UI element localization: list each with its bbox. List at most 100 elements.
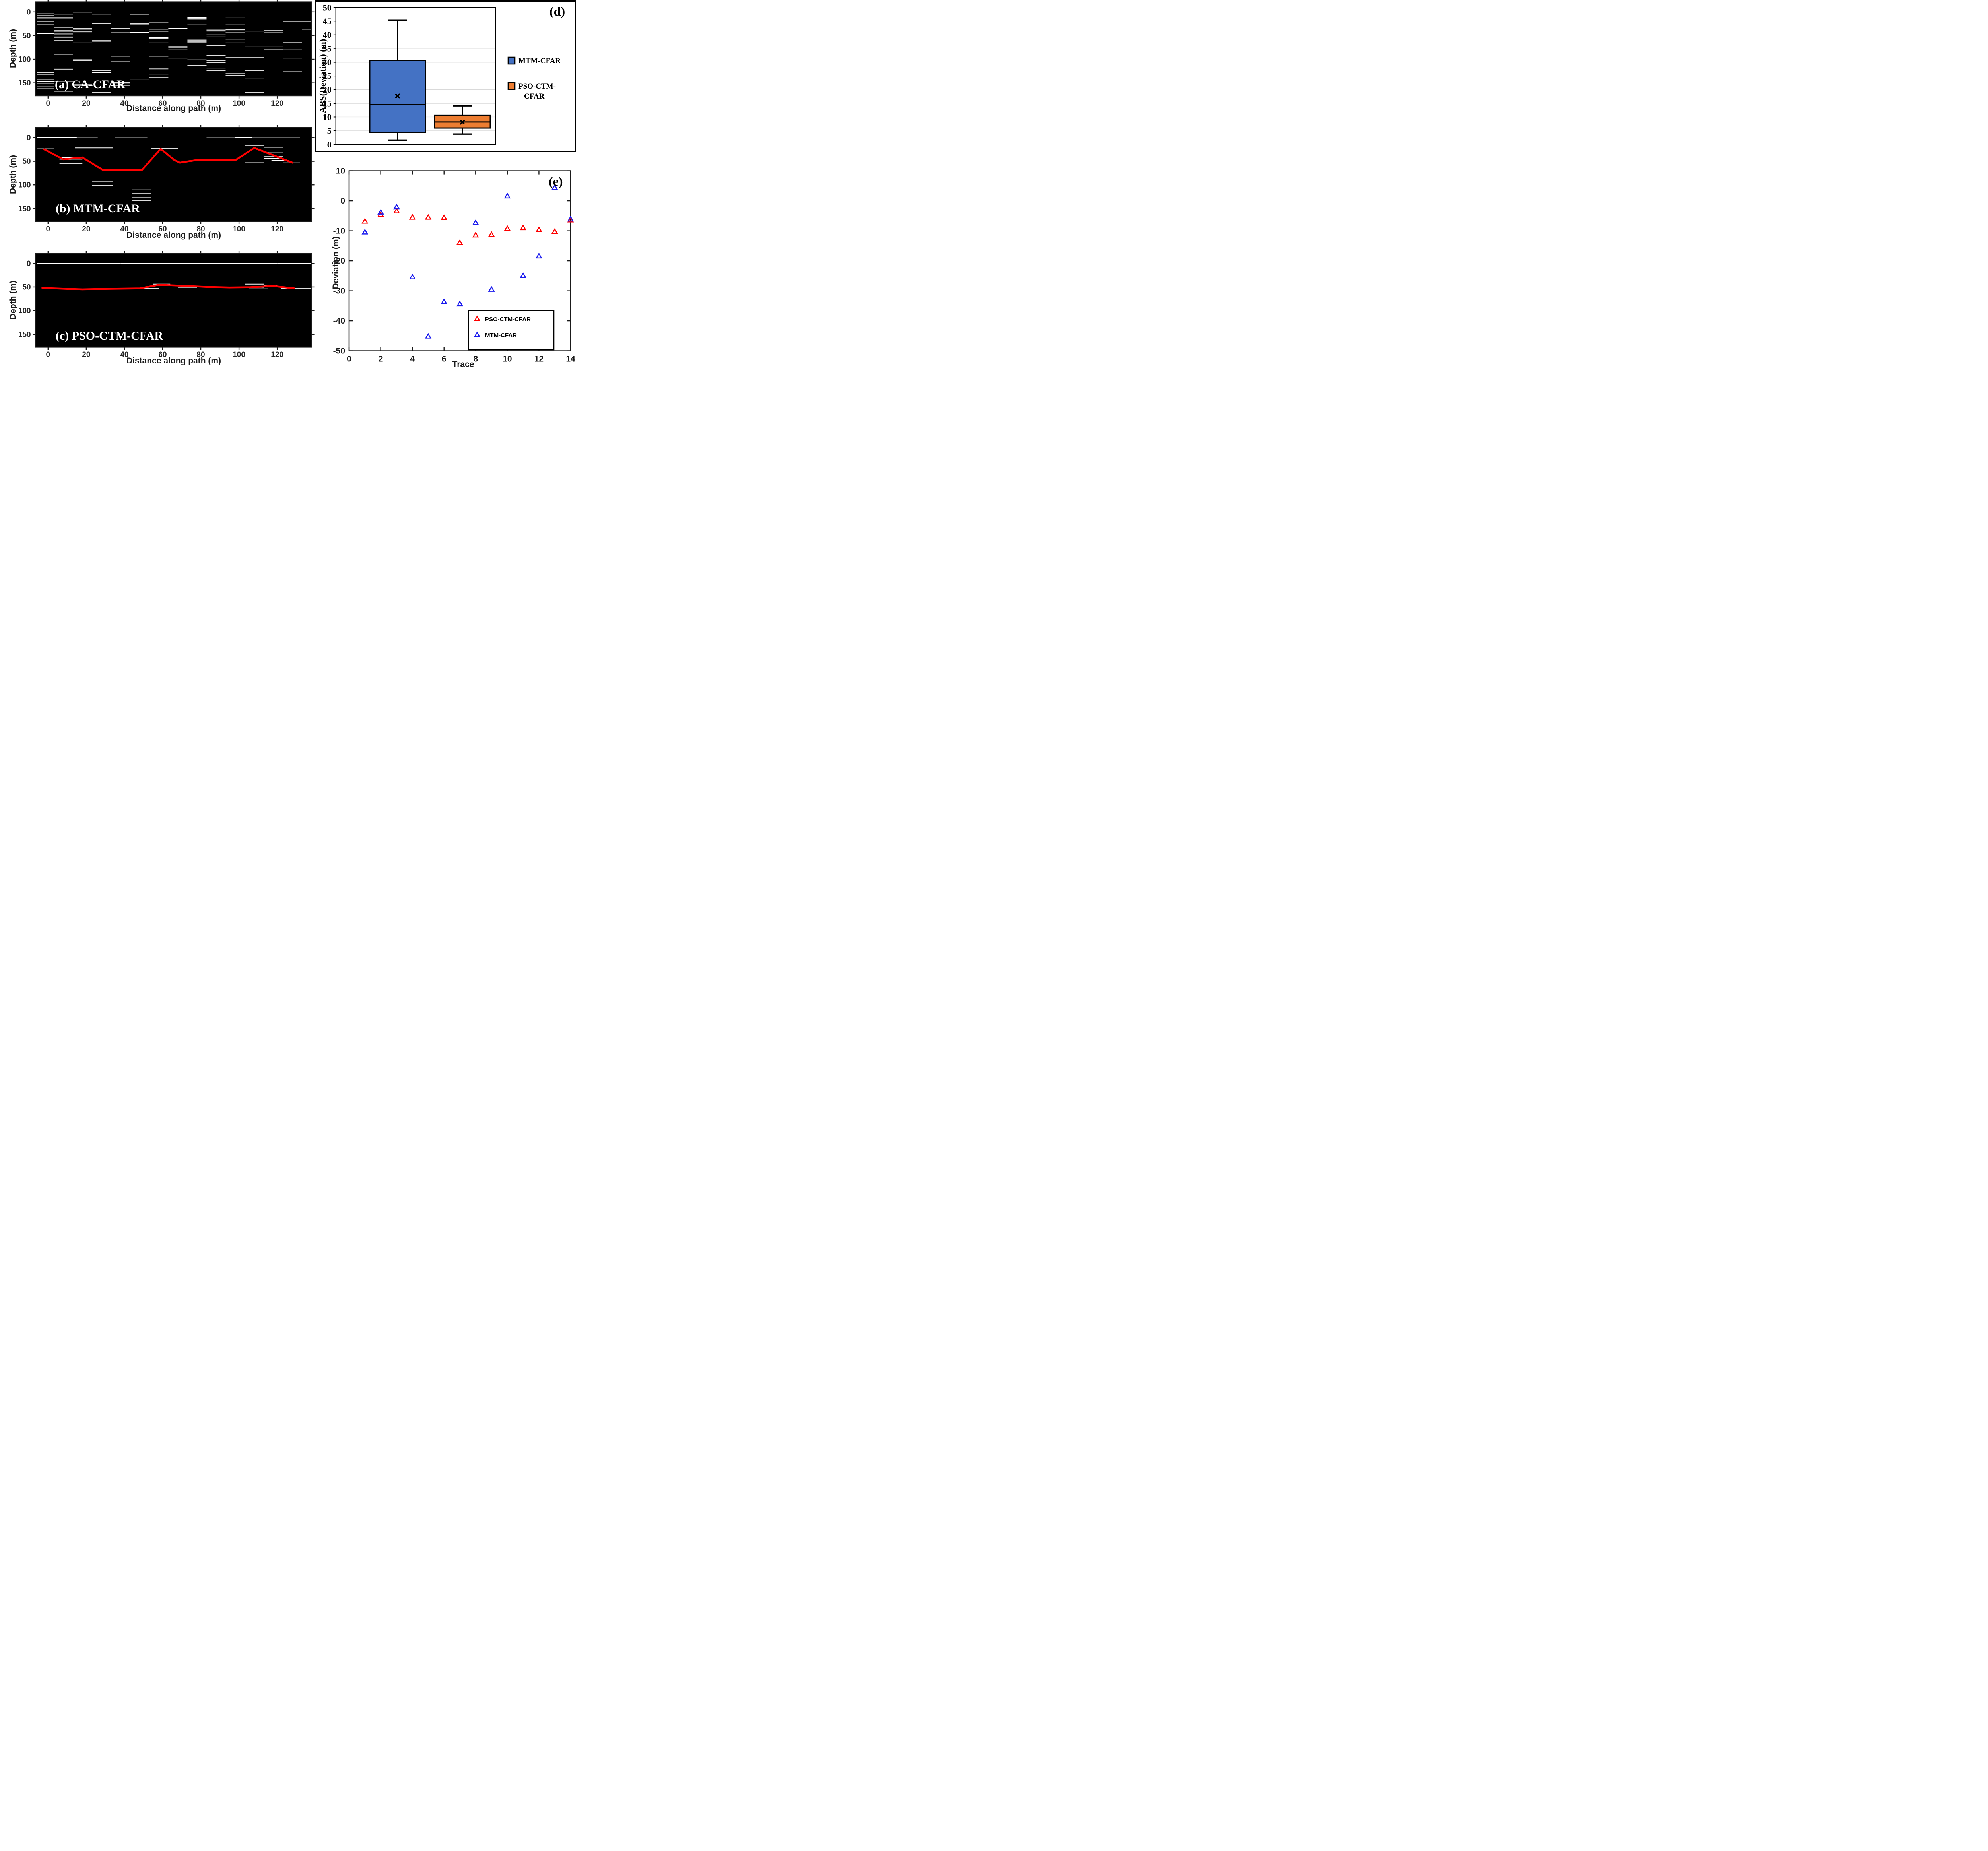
legend-label: CFAR — [524, 92, 545, 101]
y-tick-label: 45 — [323, 16, 332, 26]
x-tick-label: 40 — [120, 225, 128, 233]
panel-d-label: (d) — [549, 4, 565, 18]
x-tick-label: 60 — [158, 225, 167, 233]
legend-label: PSO-CTM- — [518, 82, 556, 91]
radargram-area — [35, 253, 312, 347]
x-tick-label: 100 — [233, 99, 245, 108]
scatter-point-pso-ctm-cfar — [536, 226, 542, 232]
mean-marker — [395, 93, 400, 99]
y-tick-label: -40 — [333, 316, 345, 326]
panel-b-xlabel: Distance along path (m) — [126, 231, 221, 240]
scatter-point-pso-ctm-cfar — [551, 228, 558, 234]
y-tick-label: 150 — [18, 205, 31, 213]
x-tick-label: 120 — [271, 351, 283, 359]
scatter-point-mtm-cfar — [567, 215, 574, 222]
panel-c-pso-ctm-cfar: 0 20 40 60 80 100 120 0 50 100 150 — [18, 251, 315, 359]
legend-label: MTM-CFAR — [518, 57, 561, 65]
x-tick-label: 20 — [82, 351, 90, 359]
y-tick-label: 50 — [22, 157, 31, 166]
scatter-point-pso-ctm-cfar — [361, 217, 369, 224]
x-tick-label: 40 — [120, 351, 128, 359]
y-tick-label: 50 — [323, 2, 332, 12]
legend-swatch — [507, 82, 516, 90]
scatter-point-mtm-cfar — [488, 286, 495, 292]
x-tick-label: 80 — [196, 99, 205, 108]
panel-b-title: (b) MTM-CFAR — [56, 202, 140, 215]
x-tick-label: 10 — [503, 355, 512, 364]
mean-marker — [460, 120, 465, 125]
x-tick-label: 80 — [196, 225, 205, 233]
scatter-point-mtm-cfar — [504, 192, 511, 199]
legend-marker — [474, 331, 481, 338]
x-tick-label: 0 — [46, 351, 50, 359]
scatter-point-pso-ctm-cfar — [488, 231, 495, 237]
x-tick-label: 120 — [271, 99, 283, 108]
x-tick-label: 60 — [158, 351, 167, 359]
y-tick-label: 0 — [340, 196, 345, 206]
y-tick-label: 10 — [336, 167, 345, 176]
x-tick-label: 0 — [46, 99, 50, 108]
panel-b-ylabel: Depth (m) — [8, 155, 17, 194]
y-tick-label: 35 — [323, 44, 332, 54]
y-tick-label: 10 — [323, 112, 332, 122]
x-tick-label: 80 — [196, 351, 205, 359]
panel-c-title: (c) PSO-CTM-CFAR — [56, 329, 163, 342]
scatter-point-pso-ctm-cfar — [504, 225, 511, 231]
panel-e-scatter: 0 2 4 6 8 10 12 14 10 0 -10 -20 -30 -40 -50 PSO-CTM-CFA… — [333, 167, 575, 364]
y-tick-label: 0 — [27, 8, 31, 16]
scatter-point-pso-ctm-cfar — [520, 224, 527, 231]
plot-border — [35, 252, 312, 348]
y-tick-label: -50 — [333, 347, 345, 356]
y-tick-label: 50 — [22, 32, 31, 40]
y-tick-label: 100 — [18, 307, 31, 315]
y-tick-label: 100 — [18, 181, 31, 190]
y-tick-label: 15 — [323, 99, 332, 109]
panel-a-title: (a) CA-CFAR — [55, 78, 125, 91]
picked-horizon-line — [41, 284, 295, 291]
panel-d-ylabel: ABS(Deviation) (m) — [318, 39, 328, 113]
scatter-point-mtm-cfar — [441, 298, 448, 304]
scatter-point-pso-ctm-cfar — [393, 208, 400, 213]
x-tick-label: 6 — [442, 355, 447, 364]
x-tick-label: 8 — [473, 355, 478, 364]
plot-border — [35, 127, 312, 222]
scatter-point-mtm-cfar — [472, 219, 479, 225]
legend-label: PSO-CTM-CFAR — [485, 316, 531, 323]
scatter-point-mtm-cfar — [409, 274, 416, 279]
panel-e-xlabel: Trace — [452, 360, 474, 369]
panel-c-xlabel: Distance along path (m) — [126, 356, 221, 365]
panel-a-ylabel: Depth (m) — [8, 29, 17, 68]
radargram-area — [35, 128, 312, 221]
y-tick-label: -20 — [333, 256, 345, 266]
legend-swatch — [507, 56, 516, 65]
figure-canvas: 0 20 40 60 80 100 120 0 50 100 150 0 20 40 60 80 100 120… — [0, 0, 577, 370]
y-tick-label: -10 — [333, 227, 345, 236]
x-tick-label: 2 — [379, 355, 383, 364]
panel-d-border: 0 5 10 15 20 25 30 35 40 45 50 MTM-CFAR PSO-CTM- CFAR — [315, 0, 576, 152]
panel-e-label: (e) — [549, 174, 563, 188]
legend-label: MTM-CFAR — [485, 332, 517, 339]
scatter-point-mtm-cfar — [456, 300, 463, 307]
scatter-point-pso-ctm-cfar — [409, 214, 416, 220]
scatter-point-pso-ctm-cfar — [456, 239, 463, 245]
radargram-area — [35, 2, 312, 96]
y-tick-label: 50 — [22, 283, 31, 291]
x-tick-label: 120 — [271, 225, 283, 233]
scatter-point-pso-ctm-cfar — [441, 214, 448, 220]
scatter-point-mtm-cfar — [377, 209, 384, 215]
panel-e-ylabel: Deviation (m) — [331, 236, 340, 289]
y-tick-label: 20 — [323, 85, 332, 95]
y-tick-label: 40 — [323, 30, 332, 40]
scatter-point-pso-ctm-cfar — [425, 214, 432, 220]
x-tick-label: 0 — [347, 355, 351, 364]
scatter-point-mtm-cfar — [361, 229, 369, 235]
x-tick-label: 40 — [120, 99, 128, 108]
panel-c-ylabel: Depth (m) — [8, 281, 17, 320]
scatter-point-mtm-cfar — [551, 184, 558, 190]
y-tick-label: 0 — [27, 260, 31, 268]
y-tick-label: 0 — [327, 140, 332, 149]
scatter-point-mtm-cfar — [536, 252, 542, 259]
x-tick-label: 60 — [158, 99, 167, 108]
plot-border — [35, 1, 312, 97]
panel-a-xlabel: Distance along path (m) — [126, 104, 221, 113]
